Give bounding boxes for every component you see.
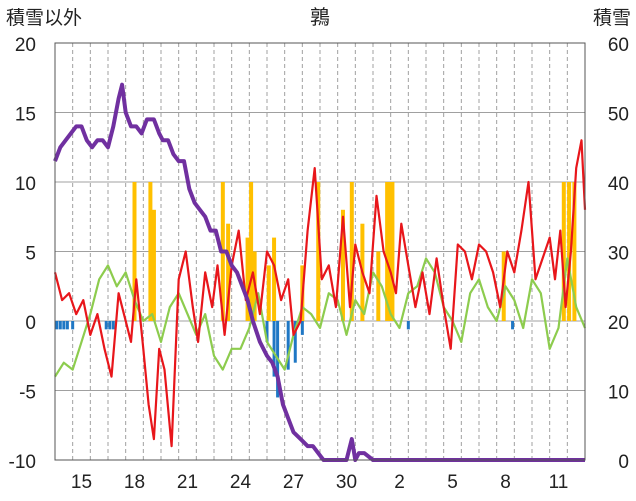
chart-title: 鶉 bbox=[310, 6, 330, 29]
negative-bar bbox=[71, 321, 75, 330]
temperature-line bbox=[53, 139, 587, 448]
precip-bar bbox=[340, 209, 345, 321]
precip-bar bbox=[349, 182, 354, 321]
negative-bar bbox=[293, 321, 297, 363]
y-tick-label-right: 60 bbox=[608, 35, 629, 56]
precip-bar bbox=[376, 251, 381, 321]
y-tick-label-left: 10 bbox=[15, 174, 36, 195]
y-tick-label-left: 0 bbox=[25, 313, 36, 334]
negative-bar bbox=[272, 321, 276, 377]
negative-bar bbox=[108, 321, 112, 330]
precip-bar bbox=[316, 182, 321, 321]
precip-bar bbox=[390, 182, 395, 321]
y-tick-label-left: -5 bbox=[19, 383, 36, 404]
y-tick-label-right: 20 bbox=[608, 313, 629, 334]
plot-frame bbox=[54, 42, 586, 461]
negative-bar bbox=[104, 321, 108, 330]
chart-bars bbox=[55, 182, 577, 398]
other-line bbox=[54, 257, 587, 378]
x-tick-label: 21 bbox=[177, 472, 198, 493]
negative-bar bbox=[111, 321, 115, 330]
negative-bar bbox=[265, 321, 269, 342]
negative-bar bbox=[511, 321, 515, 330]
negative-bar bbox=[62, 321, 66, 330]
negative-bar bbox=[300, 321, 304, 335]
precip-bar bbox=[245, 237, 250, 321]
negative-bar bbox=[286, 321, 290, 370]
y-tick-label-right: 40 bbox=[608, 174, 629, 195]
precip-bar bbox=[132, 182, 137, 321]
x-tick-label: 2 bbox=[394, 472, 405, 493]
y-tick-label-right: 0 bbox=[618, 452, 629, 473]
precip-bar bbox=[567, 182, 572, 321]
negative-bar bbox=[55, 321, 59, 330]
y-tick-label-left: -10 bbox=[9, 452, 36, 473]
precip-bar bbox=[226, 223, 231, 321]
x-tick-label: 27 bbox=[283, 472, 304, 493]
precip-bar bbox=[148, 182, 153, 321]
precip-bar bbox=[561, 182, 566, 321]
y-tick-label-right: 30 bbox=[608, 244, 629, 265]
right-axis-label: 積雪 bbox=[593, 7, 631, 29]
negative-bar bbox=[58, 321, 62, 330]
y-tick-label-right: 10 bbox=[608, 383, 629, 404]
y-tick-label-right: 50 bbox=[608, 105, 629, 126]
x-tick-label: 24 bbox=[230, 472, 252, 493]
x-tick-label: 8 bbox=[500, 472, 511, 493]
y-tick-label-left: 15 bbox=[15, 105, 36, 126]
x-tick-label: 5 bbox=[447, 472, 458, 493]
precip-bar bbox=[266, 265, 271, 321]
precip-bar bbox=[272, 237, 277, 321]
negative-bar bbox=[406, 321, 410, 330]
x-tick-label: 11 bbox=[549, 472, 569, 493]
y-tick-label-left: 20 bbox=[15, 35, 36, 56]
negative-bar bbox=[65, 321, 69, 330]
x-tick-label: 30 bbox=[336, 472, 357, 493]
left-axis-label: 積雪以外 bbox=[6, 7, 82, 29]
precip-bar bbox=[249, 182, 254, 321]
precip-bar bbox=[151, 209, 156, 321]
x-tick-label: 18 bbox=[124, 472, 145, 493]
x-tick-label: 15 bbox=[71, 472, 92, 493]
precip-bar bbox=[572, 182, 577, 321]
y-tick-label-left: 5 bbox=[25, 244, 36, 265]
